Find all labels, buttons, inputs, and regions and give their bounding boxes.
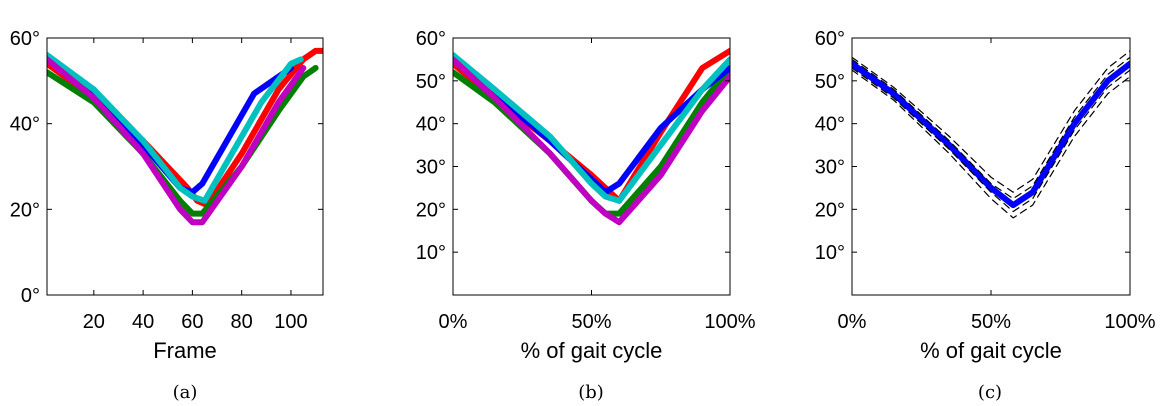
x-tick-label: 40	[132, 311, 154, 333]
y-tick-label: 60°	[416, 28, 446, 50]
y-tick-label: 10°	[815, 242, 845, 264]
plot-frame	[452, 37, 731, 296]
chart-panel-b: 0% 50% 100% 10° 20° 30° 40° 50° 60° % of gait cyc…	[416, 28, 756, 403]
y-tick-label: 30°	[815, 157, 845, 179]
y-tick-label: 40°	[10, 114, 40, 136]
chart-panel-a: 20 40 60 80 100 0° 20° 40° 60° Frame (a)	[10, 28, 324, 403]
std-bound-line-4	[852, 67, 1130, 213]
std-bound-line-2	[852, 69, 1130, 219]
y-tick-label: 10°	[416, 242, 446, 264]
x-axis-label: % of gait cycle	[920, 338, 1062, 363]
plot-frame	[46, 37, 324, 296]
series-line-3	[453, 52, 730, 204]
series-group	[852, 50, 1130, 219]
series-line-3	[47, 52, 304, 204]
x-tick-label: 80	[231, 311, 253, 333]
y-tick-label: 30°	[416, 157, 446, 179]
panel-caption: (c)	[978, 382, 1002, 403]
y-tick-label: 20°	[815, 199, 845, 221]
x-tick-label: 100%	[704, 311, 755, 333]
chart-panel-c: 0% 50% 100% 10° 20° 30° 40° 50° 60° % of gait cyc…	[815, 28, 1156, 403]
x-tick-label: 50%	[971, 311, 1011, 333]
x-tick-label: 100	[274, 311, 307, 333]
std-bound-line-3	[852, 56, 1130, 200]
std-bound-line-1	[852, 50, 1130, 193]
series-line-4	[47, 56, 307, 226]
x-tick-label: 100%	[1104, 311, 1155, 333]
panel-caption: (a)	[173, 382, 198, 403]
x-axis-label: Frame	[153, 338, 217, 363]
y-tick-label: 50°	[815, 71, 845, 93]
series-group	[47, 47, 323, 226]
series-line-0	[852, 60, 1130, 209]
series-line-2	[453, 56, 730, 196]
x-axis-label: % of gait cycle	[521, 338, 663, 363]
y-tick-label: 50°	[416, 71, 446, 93]
y-tick-label: 60°	[815, 28, 845, 50]
y-tick-label: 40°	[416, 114, 446, 136]
panel-caption: (b)	[578, 382, 604, 403]
x-tick-label: 0%	[838, 311, 867, 333]
series-line-4	[453, 56, 730, 226]
x-tick-label: 60	[181, 311, 203, 333]
x-tick-label: 20	[83, 311, 105, 333]
y-tick-label: 20°	[416, 199, 446, 221]
y-tick-label: 20°	[10, 199, 40, 221]
x-tick-label: 50%	[571, 311, 611, 333]
y-tick-label: 40°	[815, 114, 845, 136]
y-tick-label: 0°	[21, 285, 40, 307]
x-tick-label: 0%	[439, 311, 468, 333]
y-tick-label: 60°	[10, 28, 40, 50]
plot-frame	[851, 37, 1131, 296]
series-group	[453, 47, 730, 226]
